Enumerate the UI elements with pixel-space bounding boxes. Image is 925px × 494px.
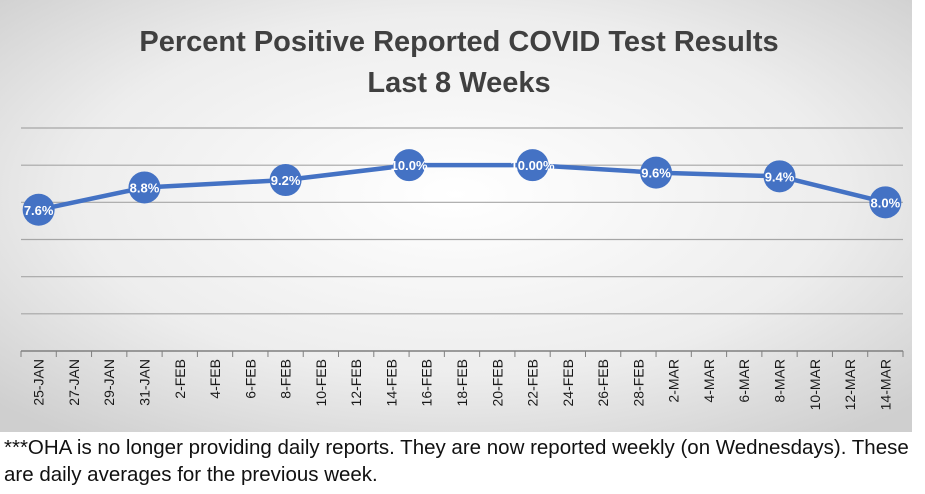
x-tick-label: 26-FEB (595, 359, 611, 406)
x-tick-label: 12-FEB (348, 359, 364, 406)
x-tick-label: 6-FEB (242, 359, 258, 399)
x-tick-label: 16-FEB (419, 359, 435, 406)
x-tick-label: 24-FEB (560, 359, 576, 406)
x-tick-label: 14-MAR (877, 359, 893, 410)
footnote-text: ***OHA is no longer providing daily repo… (4, 436, 909, 486)
x-tick-label: 28-FEB (630, 359, 646, 406)
x-tick-label: 31-JAN (136, 359, 152, 406)
x-axis: 25-JAN 27-JAN 29-JAN 31-JAN 2-FEB 4-FEB 6-FEB 8… (20, 350, 904, 410)
x-tick-label: 22-FEB (525, 359, 541, 406)
data-label: 7.6% (24, 203, 54, 218)
data-label: 10.00% (511, 158, 556, 173)
chart-panel: Percent Positive Reported COVID Test Res… (0, 0, 912, 432)
x-tick-label: 14-FEB (383, 359, 399, 406)
x-tick-label: 10-FEB (313, 359, 329, 406)
x-tick-label: 8-FEB (278, 359, 294, 399)
x-tick-label: 10-MAR (807, 359, 823, 410)
data-label: 9.4% (765, 169, 795, 184)
x-tick-label: 4-FEB (207, 359, 223, 399)
data-point-marker (128, 171, 161, 204)
chart-title-line-1: Percent Positive Reported COVID Test Res… (139, 26, 778, 58)
x-tick-label: 29-JAN (101, 359, 117, 406)
x-tick-label: 8-MAR (772, 359, 788, 403)
series-line (38, 162, 886, 212)
line-series: 7.6% 8.8% 9.2% 10.0% 10.00% 9.6% 9.4% 8.0% (22, 149, 902, 226)
data-label: 8.0% (871, 195, 901, 210)
data-label: 9.2% (271, 173, 301, 188)
x-tick-label: 2-MAR (666, 359, 682, 403)
data-label: 8.8% (130, 180, 160, 195)
x-tick-label: 12-MAR (842, 359, 858, 410)
data-point-marker (640, 156, 673, 189)
gridlines (21, 127, 903, 315)
data-point-marker (763, 160, 796, 193)
data-point-marker (516, 149, 549, 182)
x-tick-label: 6-MAR (736, 359, 752, 403)
x-tick-label: 18-FEB (454, 359, 470, 406)
data-point-marker (869, 186, 902, 219)
x-tick-label: 2-FEB (172, 359, 188, 399)
data-label: 9.6% (641, 166, 671, 181)
data-point-marker (269, 164, 302, 197)
x-tick-label: 4-MAR (701, 359, 717, 403)
data-point-marker (22, 193, 55, 226)
x-tick-label: 20-FEB (489, 359, 505, 406)
chart-title-line-2: Last 8 Weeks (367, 67, 550, 99)
data-point-marker (393, 149, 426, 182)
data-label: 10.0% (391, 158, 428, 173)
chart-background (0, 0, 912, 432)
x-tick-label: 25-JAN (31, 359, 47, 406)
x-tick-label: 27-JAN (66, 359, 82, 406)
